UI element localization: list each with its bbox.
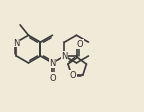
Text: O: O (49, 73, 56, 82)
Text: O: O (77, 40, 84, 49)
Text: O: O (70, 71, 76, 80)
Text: N: N (61, 52, 68, 61)
Text: N: N (49, 59, 56, 68)
Text: N: N (13, 38, 20, 47)
